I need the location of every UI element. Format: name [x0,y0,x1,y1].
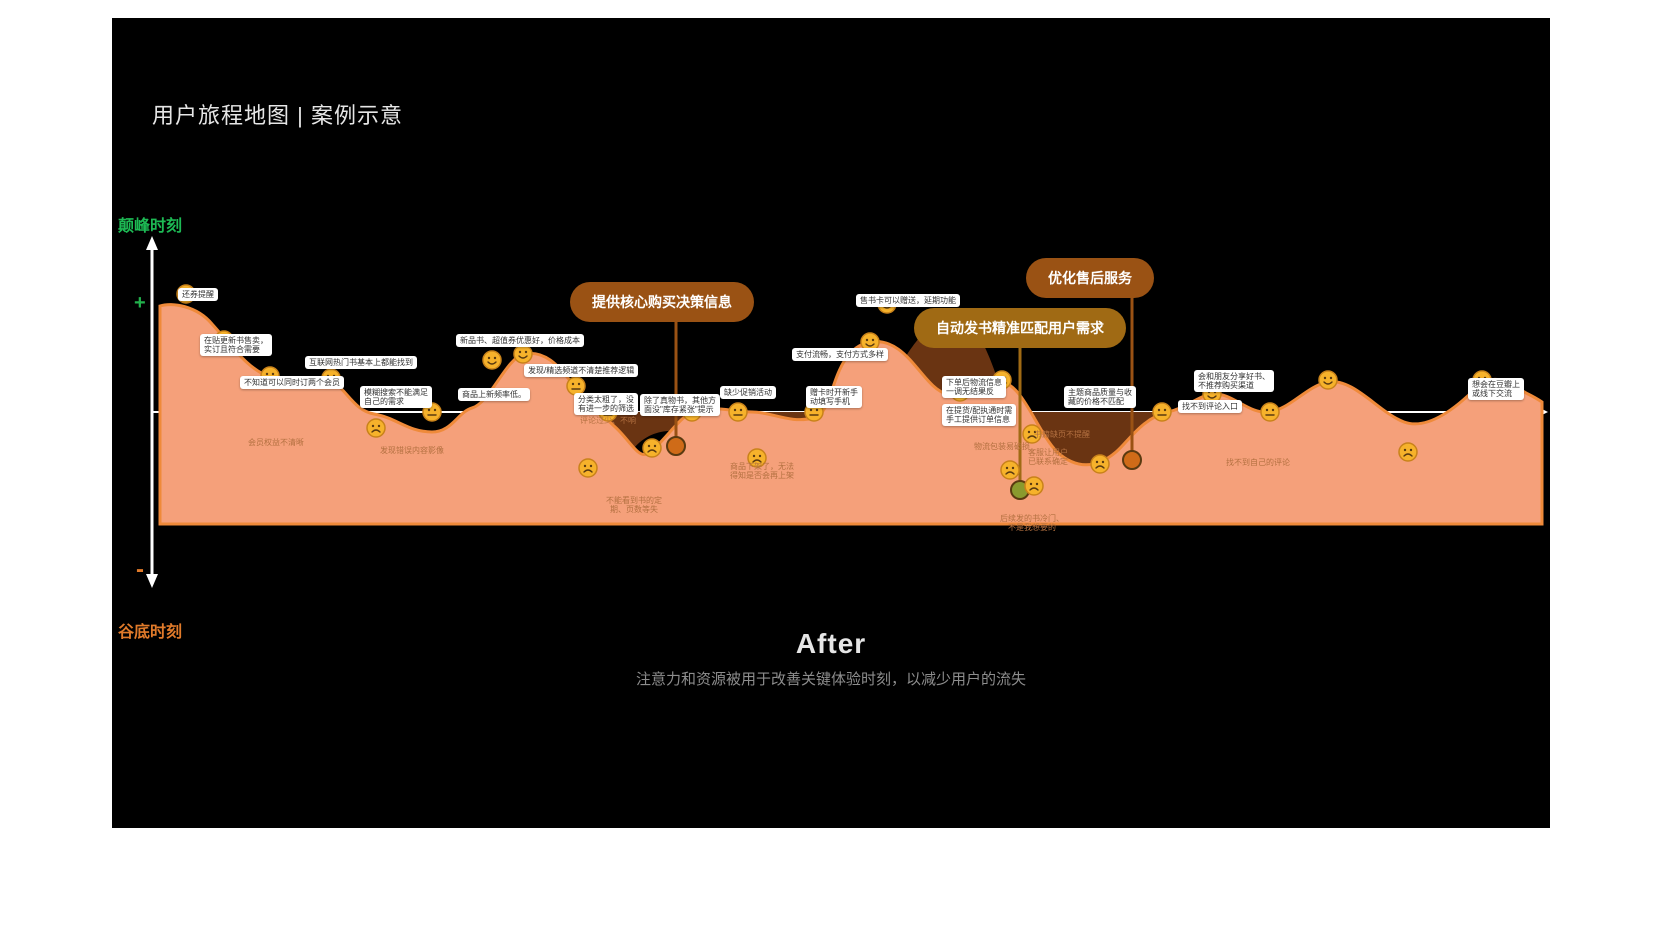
note-8: 分类太粗了，没有进一步的筛选 [574,393,638,415]
emoji-point-4 [367,419,385,437]
emoji-point-28 [1319,371,1337,389]
note-7: 发现/精选频道不清楚推荐逻辑 [524,364,638,377]
note-9: 除了真物书，其他方面没"库存紧张"提示 [640,394,720,416]
stage: 用户旅程地图 | 案例示意 颠峰时刻 谷底时刻 + - 还券提醒在贴更新书售卖，… [112,18,1550,828]
note-15: 在提货/配执通时需手工提供订单信息 [942,404,1016,426]
note-13: 赠卡时开新手动填写手机 [806,386,862,408]
emoji-point-22 [1001,461,1019,479]
note-14: 下单后物流信息一调无结果反 [942,376,1006,398]
note-12: 售书卡可以赠送，延期功能 [856,294,960,307]
dark-note-2: 评论过少、不响 [580,416,636,425]
dark-note-7: 客服让用户已联系确定 [1028,448,1068,466]
note-6: 商品上新频率低。 [458,388,530,401]
dark-note-4: 商品下架了，无法得知是否会再上架 [730,462,794,480]
after-subtitle: 注意力和资源被用于改善关键体验时刻，以减少用户的流失 [112,668,1550,689]
note-3: 互联网热门书基本上都能找到 [305,356,417,369]
emoji-point-11 [643,439,661,457]
callout-0: 提供核心购买决策信息 [570,282,754,322]
note-1: 在贴更新书售卖，实订且符合需要 [200,334,272,356]
note-4: 模糊搜索不能满足自己的需求 [360,386,432,408]
emoji-point-25 [1153,403,1171,421]
dark-note-3: 不能看到书的定期、页数等失 [606,496,662,514]
callout-2: 优化售后服务 [1026,258,1154,298]
note-2: 不知道可以同时订两个会员 [240,376,344,389]
emoji-point-13 [729,403,747,421]
emoji-point-27 [1261,403,1279,421]
journey-chart [112,18,1550,828]
callout-1: 自动发书精准匹配用户需求 [914,308,1126,348]
dark-note-0: 会员权益不清晰 [248,438,304,447]
emoji-point-9 [579,459,597,477]
note-17: 会和朋友分享好书、不推荐购买渠道 [1194,370,1274,392]
emoji-point-7 [514,345,532,363]
note-11: 支付流畅，支付方式多样 [792,348,888,361]
note-5: 新品书、超值券优惠好，价格成本 [456,334,584,347]
dark-note-6: 书籍缺页不提醒 [1034,430,1090,439]
dark-note-1: 发现错误内容影像 [380,446,444,455]
dark-note-8: 后续发的书冷门、不是我想要的 [1000,514,1064,532]
emoji-point-24 [1091,455,1109,473]
emoji-point-29 [1399,443,1417,461]
emoji-point-23 [1025,477,1043,495]
emoji-point-6 [483,351,501,369]
after-title: After [112,628,1550,660]
note-0: 还券提醒 [178,288,218,301]
note-19: 想会在豆瓣上或线下交流 [1468,378,1524,400]
dark-note-5: 物流包装易破损 [974,442,1030,451]
note-16: 主题商品质量与收藏的价格不匹配 [1064,386,1136,408]
note-10: 缺少促销活动 [720,386,776,399]
dark-note-9: 找不到自己的评论 [1226,458,1290,467]
note-18: 找不到评论入口 [1178,400,1242,413]
